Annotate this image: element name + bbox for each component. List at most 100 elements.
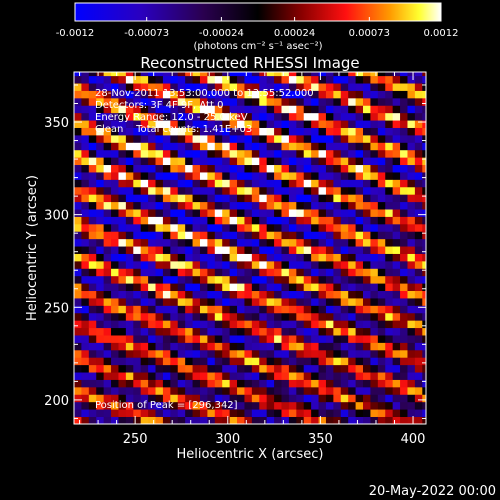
heatmap-cell: [370, 416, 379, 424]
heatmap-cell: [88, 386, 97, 395]
heatmap-cell: [214, 394, 223, 403]
heatmap-cell: [155, 90, 164, 99]
heatmap-cell: [422, 268, 426, 277]
heatmap-cell: [266, 164, 275, 173]
heatmap-cell: [296, 283, 305, 292]
heatmap-cell: [318, 127, 327, 136]
heatmap-cell: [125, 201, 134, 210]
heatmap-cell: [177, 112, 186, 121]
heatmap-cell: [259, 275, 268, 284]
heatmap-cell: [214, 312, 223, 321]
heatmap-cell: [88, 394, 97, 403]
heatmap-cell: [237, 105, 245, 114]
heatmap-cell: [111, 105, 119, 114]
heatmap-cell: [259, 186, 268, 195]
heatmap-cell: [148, 260, 156, 269]
heatmap-cell: [355, 186, 364, 195]
heatmap-cell: [140, 283, 149, 292]
heatmap-cell: [81, 409, 90, 417]
heatmap-cell: [281, 283, 290, 292]
heatmap-cell: [392, 268, 401, 277]
heatmap-cell: [207, 327, 216, 336]
heatmap-cell: [400, 223, 408, 232]
heatmap-cell: [251, 127, 260, 136]
heatmap-cell: [222, 320, 231, 329]
heatmap-cell: [192, 342, 201, 351]
heatmap-cell: [118, 83, 127, 91]
heatmap-cell: [303, 342, 312, 351]
heatmap-cell: [96, 290, 105, 299]
heatmap-cell: [355, 386, 364, 395]
heatmap-cell: [88, 223, 97, 232]
heatmap-cell: [199, 342, 208, 351]
heatmap-cell: [385, 342, 394, 351]
heatmap-cell: [125, 401, 134, 410]
heatmap-cell: [162, 216, 171, 225]
heatmap-cell: [288, 83, 297, 91]
heatmap-cell: [318, 386, 327, 395]
heatmap-cell: [229, 149, 238, 158]
heatmap-cell: [311, 268, 319, 277]
heatmap-cell: [199, 386, 208, 395]
heatmap-cell: [148, 253, 156, 262]
heatmap-cell: [155, 305, 164, 314]
heatmap-cell: [140, 223, 149, 232]
heatmap-cell: [111, 283, 119, 292]
heatmap-cell: [140, 268, 149, 277]
heatmap-cell: [133, 164, 142, 173]
heatmap-cell: [148, 357, 156, 366]
heatmap-cell: [133, 246, 142, 254]
heatmap-cell: [340, 305, 349, 314]
heatmap-cell: [88, 409, 97, 417]
heatmap-cell: [185, 172, 193, 180]
heatmap-cell: [377, 105, 386, 114]
heatmap-cell: [333, 149, 342, 158]
heatmap-cell: [111, 298, 119, 306]
heatmap-cell: [133, 186, 142, 195]
heatmap-cell: [385, 157, 394, 166]
heatmap-cell: [237, 164, 245, 173]
heatmap-cell: [125, 379, 134, 388]
heatmap-cell: [340, 394, 349, 403]
heatmap-cell: [170, 357, 179, 366]
chart-title: Reconstructed RHESSI Image: [140, 54, 359, 72]
heatmap-cell: [74, 164, 82, 173]
heatmap-cell: [88, 120, 97, 128]
heatmap-cell: [199, 223, 208, 232]
heatmap-cell: [318, 112, 327, 121]
heatmap-cell: [296, 194, 305, 203]
heatmap-cell: [288, 179, 297, 188]
heatmap-cell: [400, 372, 408, 380]
heatmap-cell: [125, 312, 134, 321]
heatmap-cell: [222, 142, 231, 151]
heatmap-cell: [414, 201, 423, 210]
heatmap-cell: [266, 75, 275, 84]
heatmap-cell: [385, 312, 394, 321]
heatmap-cell: [385, 186, 394, 195]
heatmap-cell: [155, 83, 164, 91]
heatmap-cell: [185, 372, 193, 380]
heatmap-cell: [266, 172, 275, 180]
heatmap-cell: [185, 134, 193, 143]
heatmap-cell: [422, 275, 426, 284]
heatmap-cell: [296, 305, 305, 314]
heatmap-cell: [333, 357, 342, 366]
heatmap-cell: [155, 312, 164, 321]
heatmap-cell: [207, 90, 216, 99]
heatmap-cell: [348, 179, 356, 188]
heatmap-cell: [370, 83, 379, 91]
heatmap-cell: [385, 275, 394, 284]
heatmap-cell: [207, 209, 216, 217]
heatmap-cell: [251, 283, 260, 292]
heatmap-cell: [422, 372, 426, 380]
heatmap-cell: [340, 409, 349, 417]
heatmap-cell: [74, 112, 82, 121]
heatmap-cell: [133, 112, 142, 121]
heatmap-cell: [74, 238, 82, 247]
heatmap-cell: [118, 364, 127, 373]
heatmap-cell: [185, 112, 193, 121]
heatmap-cell: [237, 357, 245, 366]
heatmap-cell: [311, 290, 319, 299]
heatmap-cell: [363, 142, 371, 151]
heatmap-cell: [155, 298, 164, 306]
